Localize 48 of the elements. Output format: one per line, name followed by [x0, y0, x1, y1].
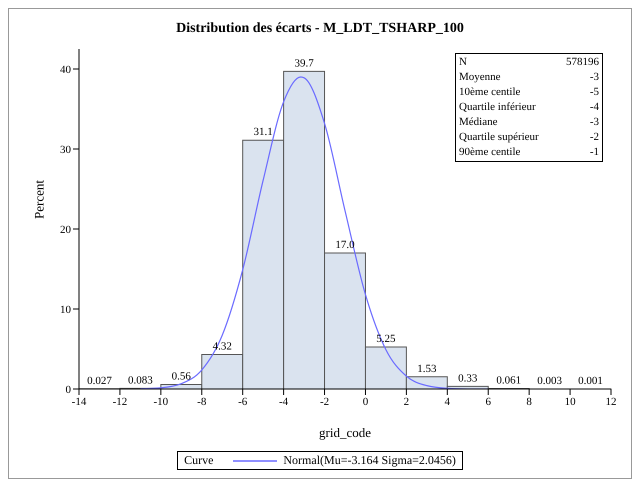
- y-tick-label: 40: [60, 64, 72, 76]
- data-label: 1.53: [417, 362, 437, 375]
- y-tick-label: 10: [60, 304, 72, 316]
- data-label: 39.7: [294, 57, 314, 70]
- data-label: 0.027: [87, 374, 112, 387]
- annotation: 578196: [566, 55, 599, 70]
- annotation: -1: [590, 145, 599, 160]
- y-tick-label: 30: [60, 144, 72, 156]
- legend-title: Curve: [184, 453, 214, 468]
- y-tick-label: 20: [60, 224, 72, 236]
- annotation: Moyenne: [459, 70, 501, 85]
- annotation: Quartile supérieur: [459, 130, 539, 145]
- x-tick-label: -4: [279, 396, 289, 408]
- x-tick-label: -10: [154, 396, 169, 408]
- annotation: -2: [590, 130, 599, 145]
- x-tick-label: 10: [564, 396, 576, 408]
- x-tick-label: 8: [526, 396, 532, 408]
- x-tick-label: 6: [485, 396, 492, 408]
- x-tick-label: -6: [238, 396, 248, 408]
- annotation: 90ème centile: [459, 145, 520, 160]
- x-tick-label: -8: [197, 396, 207, 408]
- annotation: -5: [590, 85, 599, 100]
- data-label: 0.001: [578, 374, 603, 387]
- annotation: N: [459, 55, 467, 70]
- chart-title: Distribution des écarts - M_LDT_TSHARP_100: [175, 21, 465, 37]
- data-label: 0.083: [128, 374, 154, 386]
- legend-label: Normal(Mu=-3.164 Sigma=2.0456): [283, 453, 456, 468]
- data-label: 0.003: [537, 374, 562, 387]
- annotation: -4: [590, 100, 599, 115]
- data-label: 0.33: [458, 372, 478, 384]
- x-tick-label: 12: [606, 396, 616, 408]
- y-tick-label: 0: [66, 384, 72, 396]
- x-tick-label: -12: [112, 396, 128, 408]
- y-axis-title: Percent: [32, 180, 47, 219]
- annotation: -3: [590, 115, 599, 130]
- annotation: 10ème centile: [459, 85, 520, 100]
- data-label: 31.1: [254, 126, 273, 138]
- x-tick-label: 4: [444, 396, 451, 408]
- x-tick-label: -14: [72, 396, 87, 408]
- annotation: Médiane: [459, 115, 498, 130]
- x-tick-label: 2: [404, 396, 410, 408]
- data-label: 0.061: [496, 374, 522, 387]
- x-axis-title: grid_code: [319, 425, 372, 440]
- x-tick-label: 0: [362, 396, 369, 408]
- annotation: -3: [590, 70, 599, 85]
- x-tick-label: -2: [320, 396, 330, 408]
- data-label: 0.56: [172, 370, 192, 383]
- annotation: Quartile inférieur: [459, 100, 536, 115]
